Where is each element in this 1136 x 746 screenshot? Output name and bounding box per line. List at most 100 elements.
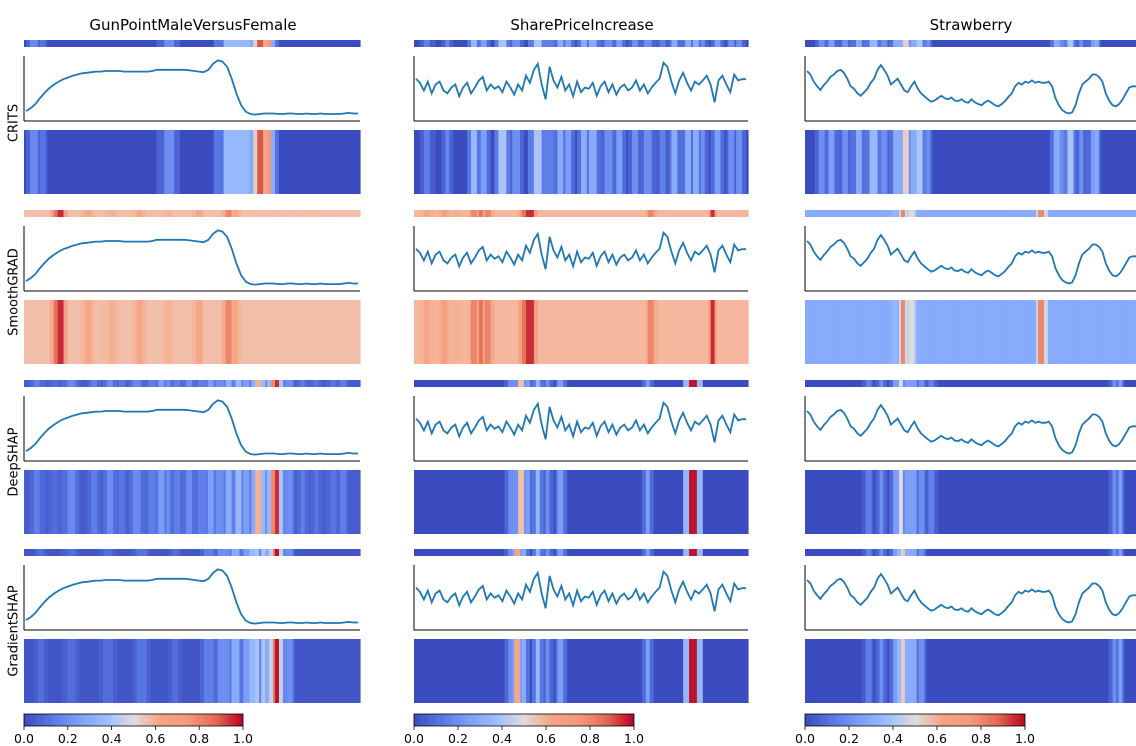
heat-cell <box>506 130 509 194</box>
heat-cell <box>225 470 229 534</box>
heat-cell <box>474 470 478 534</box>
heat-cell <box>53 300 57 364</box>
heat-cell <box>107 639 110 703</box>
heat-cell <box>871 470 875 534</box>
strip-cell <box>332 210 335 217</box>
heat-cell <box>1118 639 1121 703</box>
strip-cell <box>1069 549 1072 556</box>
strip-cell <box>494 210 498 217</box>
strip-cell <box>1075 380 1078 387</box>
strip-cell <box>1051 210 1055 217</box>
strip-cell <box>965 210 969 217</box>
heat-cell <box>275 130 278 194</box>
strip-cell <box>722 380 726 387</box>
strip-cell <box>1045 380 1049 387</box>
strip-cell <box>549 380 553 387</box>
strip-cell <box>525 210 529 217</box>
heat-cell <box>156 470 159 534</box>
strip-cell <box>1004 549 1008 556</box>
heat-cell <box>834 639 837 703</box>
strip-cell <box>328 40 331 47</box>
heat-cell <box>626 470 629 534</box>
strip-cell <box>930 549 933 556</box>
strip-cell <box>551 549 555 556</box>
strip-cell <box>148 380 152 387</box>
heat-cell <box>1090 130 1094 194</box>
strip-cell <box>340 380 343 387</box>
heat-cell <box>628 639 631 703</box>
strip-cell <box>478 549 482 556</box>
heat-cell <box>579 130 582 194</box>
heat-cell <box>535 130 539 194</box>
heat-cell <box>144 130 148 194</box>
heat-cell <box>182 300 185 364</box>
strip-cell <box>667 549 671 556</box>
heat-cell <box>1083 470 1086 534</box>
heat-cell <box>282 639 286 703</box>
heat-cell <box>704 130 708 194</box>
strip-cell <box>1126 40 1129 47</box>
strip-cell <box>65 40 69 47</box>
heat-cell <box>344 300 347 364</box>
strip-cell <box>51 380 55 387</box>
strip-cell <box>118 210 122 217</box>
signal-axes <box>804 56 1136 122</box>
strip-cell <box>114 210 118 217</box>
heat-cell <box>600 639 604 703</box>
heat-cell <box>166 639 169 703</box>
strip-cell <box>698 40 702 47</box>
strip-cell <box>543 210 547 217</box>
heat-cell <box>651 639 655 703</box>
strip-cell <box>1106 380 1110 387</box>
strip-cell <box>298 40 302 47</box>
heat-cell <box>35 300 39 364</box>
heat-cell <box>938 130 941 194</box>
heat-cell <box>702 470 706 534</box>
heat-cell <box>57 130 61 194</box>
strip-cell <box>69 40 73 47</box>
strip-cell <box>996 380 1000 387</box>
heat-cell <box>1087 130 1090 194</box>
strip-cell <box>571 40 574 47</box>
strip-cell <box>812 380 816 387</box>
heat-cell <box>470 470 474 534</box>
strip-cell <box>425 380 429 387</box>
heat-cell <box>494 300 498 364</box>
heat-cell <box>340 300 343 364</box>
heat-cell <box>543 130 547 194</box>
strip-cell <box>584 549 588 556</box>
strip-cell <box>146 210 150 217</box>
strip-cell <box>231 380 235 387</box>
heat-cell <box>706 470 710 534</box>
strip-cell <box>577 210 580 217</box>
strip-cell <box>883 549 886 556</box>
strip-cell <box>969 40 973 47</box>
strip-cell <box>712 40 716 47</box>
heat-cell <box>541 470 545 534</box>
heat-cell <box>567 300 570 364</box>
heat-cell <box>967 130 971 194</box>
strip-cell <box>936 40 939 47</box>
heat-cell <box>502 300 505 364</box>
strip-cell <box>853 380 857 387</box>
strip-cell <box>1022 549 1025 556</box>
heat-cell <box>1079 470 1082 534</box>
strip-cell <box>269 210 272 217</box>
strip-cell <box>895 40 898 47</box>
heat-cell <box>806 639 810 703</box>
heat-cell <box>973 470 977 534</box>
strip-cell <box>110 380 114 387</box>
heat-cell <box>602 300 606 364</box>
strip-cell <box>685 549 688 556</box>
strip-cell <box>154 549 158 556</box>
heat-cell <box>1071 300 1074 364</box>
strip-cell <box>844 380 847 387</box>
heat-cell <box>529 300 533 364</box>
strip-cell <box>219 210 223 217</box>
strip-cell <box>235 40 239 47</box>
heat-cell <box>679 639 682 703</box>
heat-cell <box>1079 130 1082 194</box>
strip-cell <box>940 40 943 47</box>
heat-cell <box>1083 130 1086 194</box>
strip-cell <box>1038 380 1041 387</box>
